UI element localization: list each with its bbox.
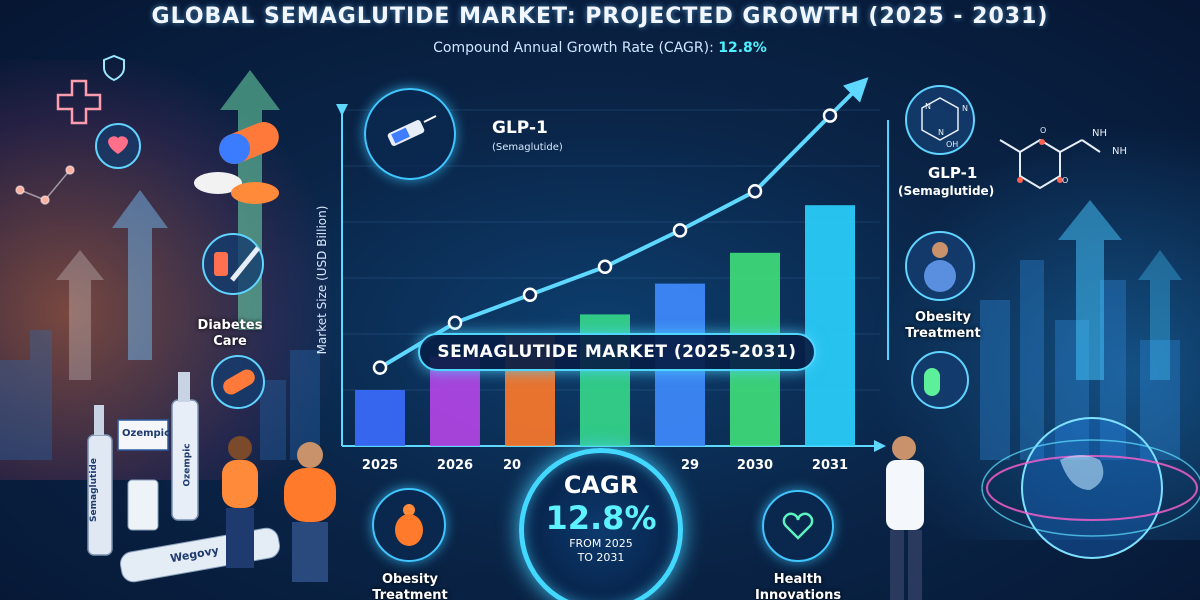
cagr-badge-value: 12.8% xyxy=(545,499,657,537)
molecule-atom-oh: OH xyxy=(946,140,959,149)
cagr-badge-to: TO 2031 xyxy=(577,551,625,564)
bar-2025 xyxy=(355,390,405,446)
molecule-atom-n1: N xyxy=(925,102,931,111)
trend-point-2025 xyxy=(372,360,388,375)
molecule-atom-o2: O xyxy=(1040,126,1047,135)
glp-right-sub: (Semaglutide) xyxy=(898,184,995,198)
molecule-atom-n3: N xyxy=(938,128,944,137)
molecule-atom-o1: O xyxy=(1062,176,1069,185)
x-tick-label: 2030 xyxy=(737,458,773,473)
glp-right-label: GLP-1 xyxy=(928,164,978,182)
shield-icon xyxy=(103,54,125,82)
y-axis-label: Market Size (USD Billion) xyxy=(315,206,329,355)
x-tick-label: 20 xyxy=(503,458,521,473)
cagr-badge: CAGR 12.8% FROM 2025 TO 2031 xyxy=(519,448,683,600)
right-glow xyxy=(870,120,1200,540)
arrow-up-icon xyxy=(1058,200,1122,380)
vial-icon xyxy=(127,479,159,531)
diabetes-care-label: Diabetes Care xyxy=(190,318,270,350)
syringe-icon xyxy=(364,88,456,180)
glp-center-label: GLP-1 xyxy=(492,118,548,138)
glp-center-sub: (Semaglutide) xyxy=(492,142,563,153)
arrow-up-icon xyxy=(1138,250,1182,380)
obesity-right-line1: Obesity xyxy=(914,310,972,325)
obesity-bottom-line1: Obesity xyxy=(381,572,439,587)
trend-point-2031 xyxy=(822,108,838,123)
heart-hands-icon xyxy=(762,490,834,562)
person-icon xyxy=(372,488,446,562)
plus-icon xyxy=(56,79,102,125)
market-banner: SEMAGLUTIDE MARKET (2025-2031) xyxy=(418,333,816,371)
trend-point-2030 xyxy=(747,183,763,199)
arrow-up-icon xyxy=(112,190,168,360)
subtitle-prefix: Compound Annual Growth Rate (CAGR): xyxy=(433,40,719,56)
doctor-icon xyxy=(886,436,924,600)
obesity-bottom-line2: Treatment xyxy=(372,588,448,600)
cagr-badge-title: CAGR xyxy=(563,471,639,499)
ozempic-pen-label: Ozempic xyxy=(182,443,193,487)
page-title: GLOBAL SEMAGLUTIDE MARKET: PROJECTED GRO… xyxy=(151,4,1049,29)
x-tick-label: 2031 xyxy=(812,458,848,473)
bars xyxy=(355,205,855,446)
trend-polyline xyxy=(378,77,869,370)
subtitle-cagr-value: 12.8% xyxy=(718,40,767,56)
trend-point-2027 xyxy=(522,287,538,303)
arrow-up-icon xyxy=(56,250,104,380)
bar-2026 xyxy=(430,356,480,446)
obesity-right-line2: Treatment xyxy=(905,326,981,341)
x-tick-label: 2025 xyxy=(362,458,398,473)
x-tick-labels: 2025 2026 20 29 2030 2031 xyxy=(362,458,848,473)
diabetes-line1: Diabetes xyxy=(197,318,263,333)
molecule-icon xyxy=(999,138,1101,190)
health-innovations-label: Health Innovations xyxy=(742,572,854,600)
trend-point-2028 xyxy=(597,259,613,275)
molecule-nh-label-1: NH xyxy=(1092,128,1107,139)
page-subtitle: Compound Annual Growth Rate (CAGR): 12.8… xyxy=(0,40,1200,56)
right-decor xyxy=(886,85,1200,600)
obesity-treatment-right-label: Obesity Treatment xyxy=(898,310,988,342)
semaglutide-pen-label: Semaglutide xyxy=(88,458,99,522)
person-icon xyxy=(222,436,336,582)
ozempic-box-label: Ozempic xyxy=(122,428,171,439)
x-tick-label: 2026 xyxy=(437,458,473,473)
health-line1: Health xyxy=(773,572,823,587)
ozempic-box xyxy=(117,419,169,451)
health-line2: Innovations xyxy=(754,588,842,600)
molecule-nh-label-2: NH xyxy=(1112,146,1127,157)
bar-2031 xyxy=(805,205,855,446)
cagr-badge-from: FROM 2025 xyxy=(569,537,633,550)
obesity-treatment-bottom-label: Obesity Treatment xyxy=(362,572,458,600)
globe-icon xyxy=(981,417,1200,559)
trend-point-2029 xyxy=(672,223,688,238)
molecule-icon xyxy=(905,85,975,155)
syringe-icon xyxy=(202,233,264,295)
x-tick-label: 29 xyxy=(681,458,699,473)
molecule-atom-n2: N xyxy=(962,104,968,113)
trend-line xyxy=(372,77,869,375)
trend-point-2026 xyxy=(447,315,463,331)
diabetes-line2: Care xyxy=(213,334,247,349)
left-decor xyxy=(0,54,336,583)
pill-icon xyxy=(194,122,279,204)
syringe-icon xyxy=(87,372,199,556)
